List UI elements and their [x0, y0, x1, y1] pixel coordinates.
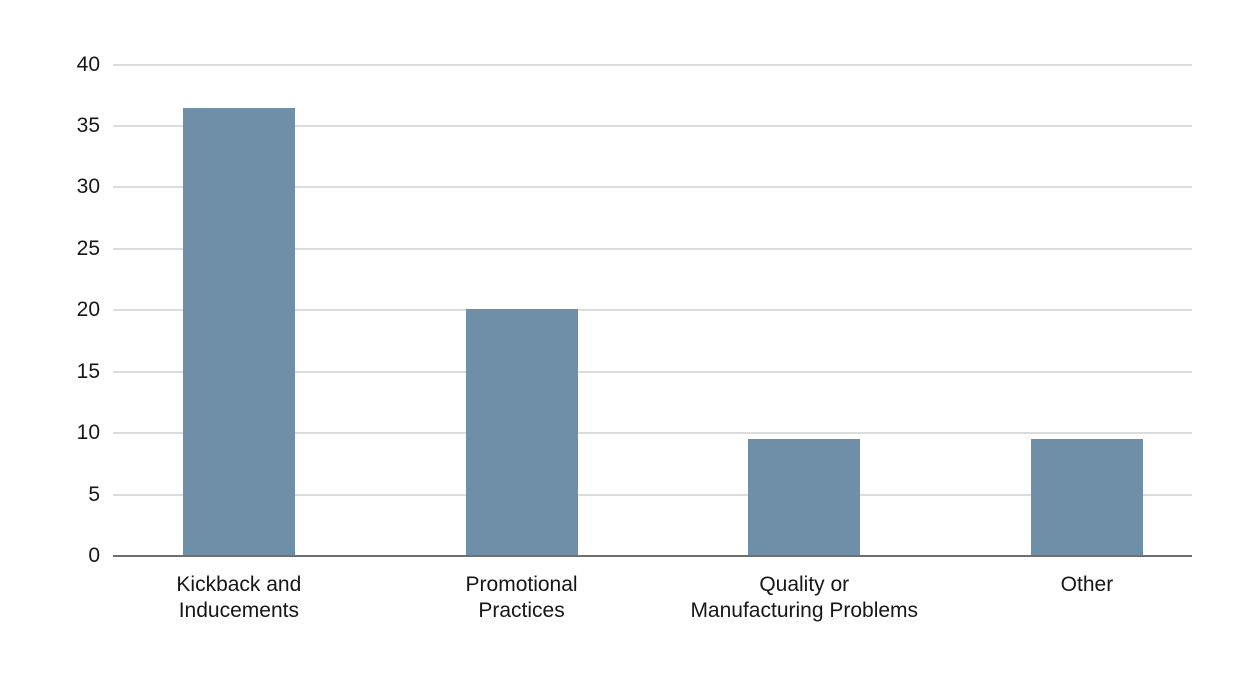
x-category-label-promotional-practices: Promotional Practices	[465, 573, 578, 622]
gridline-y-40	[113, 63, 1192, 66]
y-axis-tick-label: 0	[88, 544, 100, 567]
x-axis-line	[113, 555, 1192, 557]
x-category-label-kickback-and-inducements: Kickback and Inducements	[176, 573, 302, 622]
gridline-y-10	[113, 432, 1192, 435]
y-axis-tick-label: 25	[76, 236, 100, 260]
y-axis-tick-label: 10	[76, 421, 100, 445]
gridline-y-35	[113, 124, 1192, 127]
y-axis-tick-label: 20	[76, 298, 100, 322]
gridline-y-5	[113, 493, 1192, 496]
y-axis-tick-label: 40	[76, 52, 100, 76]
bar-promotional-practices	[465, 309, 578, 555]
x-category-label-other: Other	[1060, 573, 1114, 596]
gridline-y-25	[113, 247, 1192, 250]
x-category-label-quality-or-manufacturing-problems: Quality or Manufacturing Problems	[690, 573, 919, 622]
y-axis-tick-label: 15	[76, 359, 100, 383]
y-axis-tick-label: 5	[88, 482, 100, 506]
gridline-y-30	[113, 186, 1192, 189]
bar-other	[1030, 439, 1143, 555]
y-axis-tick-label: 35	[76, 113, 100, 137]
gridline-y-20	[113, 309, 1192, 312]
gridline-y-15	[113, 370, 1192, 373]
bar-kickback-and-inducements	[182, 107, 295, 555]
y-axis-tick-label: 30	[76, 175, 100, 199]
bar-quality-or-manufacturing-problems	[748, 439, 861, 555]
